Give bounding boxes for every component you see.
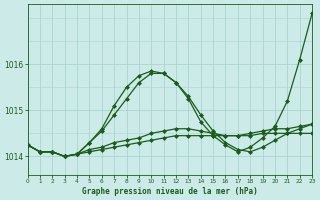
X-axis label: Graphe pression niveau de la mer (hPa): Graphe pression niveau de la mer (hPa) [82, 187, 258, 196]
